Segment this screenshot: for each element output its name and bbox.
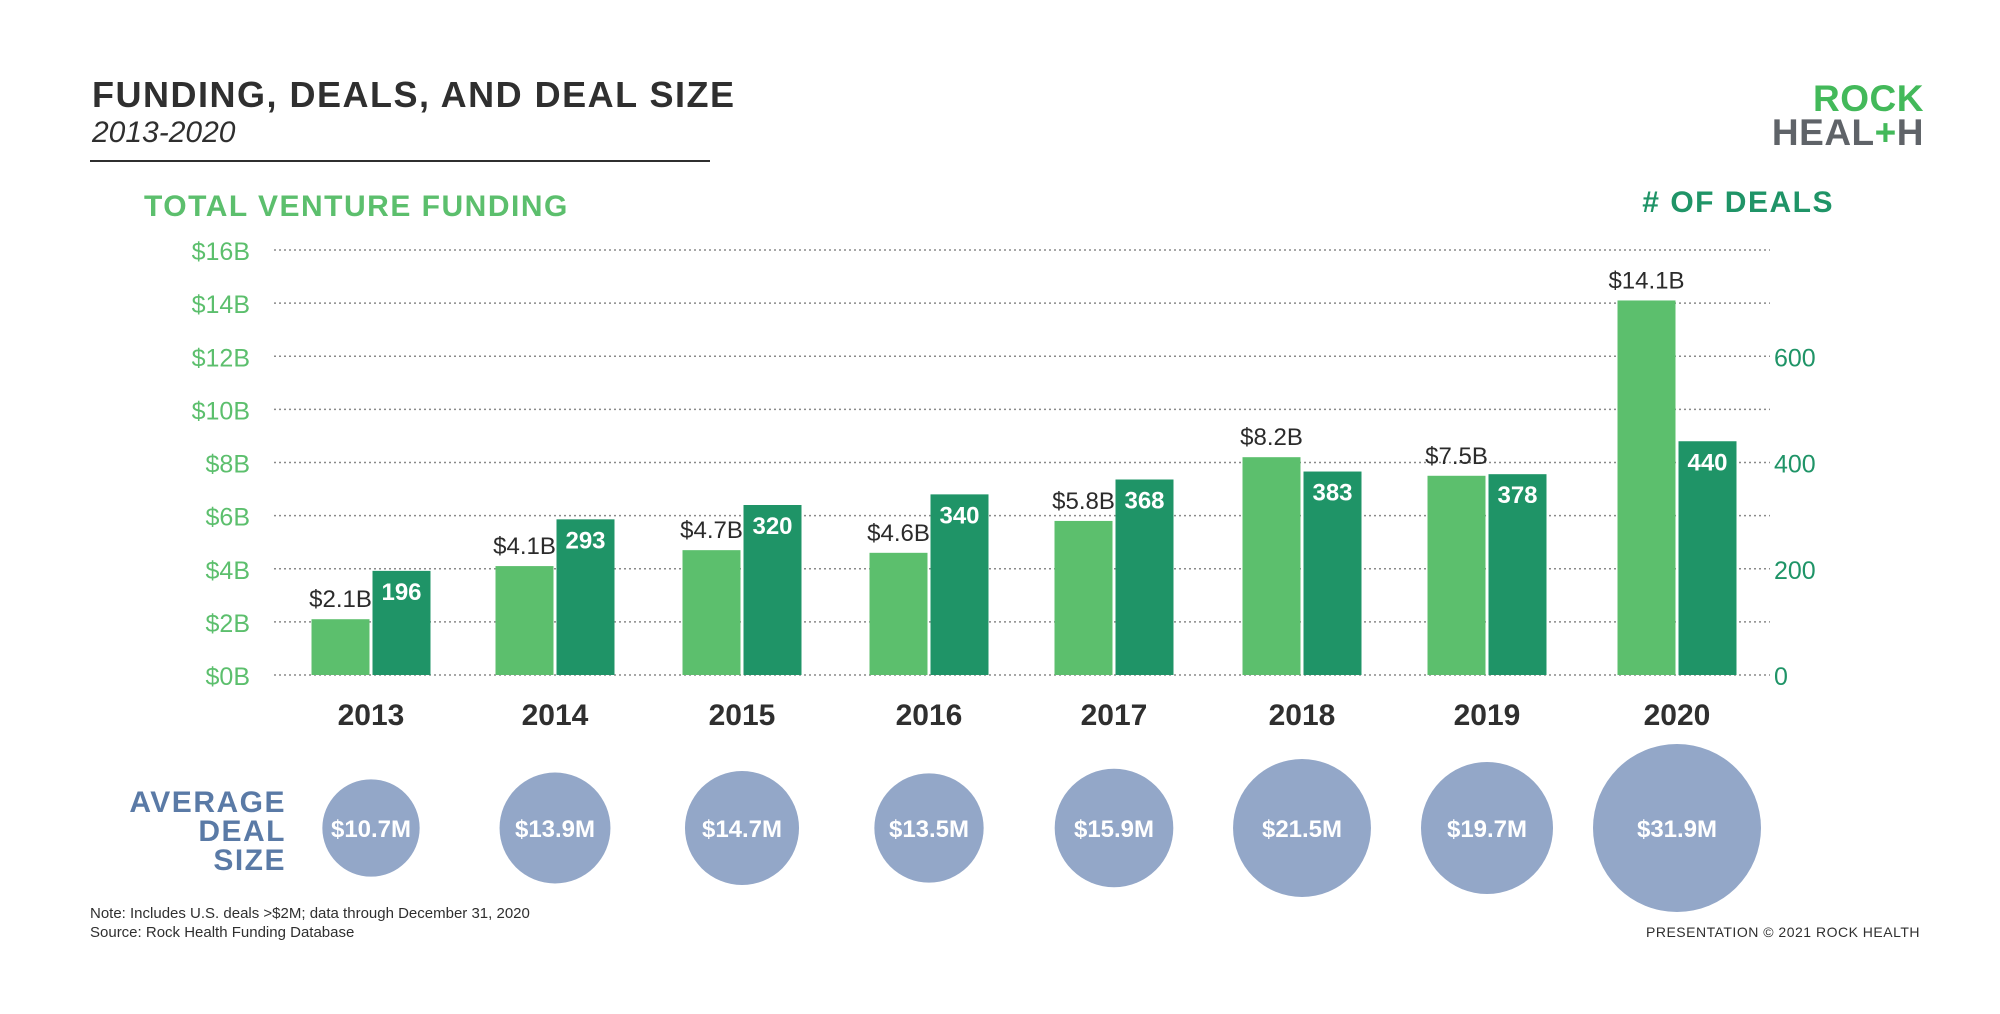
logo-heal: HEAL — [1771, 112, 1875, 153]
funding-value-label: $4.1B — [493, 533, 556, 560]
avg-deal-size-bubble — [1054, 768, 1174, 888]
funding-value-label: $4.6B — [867, 520, 930, 547]
year-label: 2016 — [896, 699, 963, 732]
left-tick-label: $10B — [192, 397, 250, 425]
left-tick-label: $0B — [206, 663, 250, 691]
left-tick-label: $2B — [206, 610, 250, 638]
deals-value-label: 440 — [1687, 449, 1727, 476]
avg-deal-size-label: $14.7M — [702, 816, 782, 843]
year-label: 2020 — [1644, 699, 1711, 732]
avg-deal-size-bubble — [499, 772, 611, 884]
deals-bar — [1488, 474, 1547, 675]
title-divider — [90, 160, 710, 162]
logo-line-health: HEAL+H — [1772, 114, 1924, 151]
footnote-source: Source: Rock Health Funding Database — [90, 924, 355, 941]
deals-bar — [1678, 441, 1737, 675]
funding-value-label: $4.7B — [680, 517, 743, 544]
funding-bar — [495, 566, 554, 675]
funding-bar — [1242, 457, 1301, 675]
funding-bar — [1617, 300, 1676, 675]
deals-axis-title: # OF DEALS — [1642, 186, 1834, 219]
avg-label-line-2: DEAL — [198, 815, 286, 848]
right-tick-label: 600 — [1774, 344, 1816, 372]
avg-deal-size-bubble — [1593, 744, 1761, 912]
right-tick-label: 200 — [1774, 557, 1816, 585]
rock-health-logo: ROCK HEAL+H — [1772, 78, 1924, 151]
funding-bar — [1054, 520, 1113, 675]
funding-bar — [682, 550, 741, 675]
avg-deal-size-bubble — [1233, 759, 1371, 897]
average-deal-size-label: AVERAGE DEAL SIZE — [100, 786, 286, 877]
logo-line-rock: ROCK — [1813, 78, 1924, 119]
deals-value-label: 378 — [1497, 482, 1537, 509]
deals-bar — [930, 494, 989, 675]
year-label: 2014 — [522, 699, 589, 732]
year-label: 2017 — [1081, 699, 1148, 732]
deals-value-label: 368 — [1124, 488, 1164, 515]
funding-bar — [1427, 475, 1486, 675]
avg-label-line-3: SIZE — [213, 844, 286, 877]
deals-value-label: 293 — [565, 527, 605, 554]
deals-bar — [372, 570, 431, 675]
funding-value-label: $7.5B — [1425, 443, 1488, 470]
avg-deal-size-label: $31.9M — [1637, 816, 1717, 843]
avg-deal-size-bubble — [874, 773, 984, 883]
chart-subtitle: 2013-2020 — [92, 116, 236, 149]
deals-value-label: 383 — [1312, 480, 1352, 507]
avg-deal-size-bubble — [684, 770, 800, 886]
funding-bar — [311, 619, 370, 675]
deals-bar — [1115, 479, 1174, 675]
footnote-note: Note: Includes U.S. deals >$2M; data thr… — [90, 905, 530, 922]
right-tick-label: 400 — [1774, 451, 1816, 479]
logo-h: H — [1896, 112, 1924, 153]
avg-deal-size-label: $10.7M — [331, 816, 411, 843]
copyright: PRESENTATION © 2021 ROCK HEALTH — [1646, 924, 1920, 940]
funding-value-label: $14.1B — [1608, 267, 1684, 294]
left-tick-label: $6B — [206, 504, 250, 532]
avg-deal-size-bubble — [1420, 761, 1554, 895]
year-label: 2015 — [709, 699, 776, 732]
logo-plus: + — [1874, 112, 1897, 153]
avg-deal-size-label: $13.9M — [515, 816, 595, 843]
deals-bar — [1303, 471, 1362, 675]
avg-deal-size-label: $19.7M — [1447, 816, 1527, 843]
avg-deal-size-label: $15.9M — [1074, 816, 1154, 843]
right-tick-label: 0 — [1774, 663, 1788, 691]
left-tick-label: $14B — [192, 291, 250, 319]
funding-value-label: $8.2B — [1240, 424, 1303, 451]
avg-deal-size-label: $21.5M — [1262, 816, 1342, 843]
deals-bar — [556, 519, 615, 675]
funding-axis-title: TOTAL VENTURE FUNDING — [144, 190, 569, 223]
left-tick-label: $12B — [192, 344, 250, 372]
year-label: 2019 — [1454, 699, 1521, 732]
left-tick-label: $4B — [206, 557, 250, 585]
funding-value-label: $2.1B — [309, 586, 372, 613]
deals-bar — [743, 505, 802, 675]
deals-value-label: 196 — [381, 579, 421, 606]
avg-deal-size-label: $13.5M — [889, 816, 969, 843]
chart-title: FUNDING, DEALS, AND DEAL SIZE — [92, 74, 736, 115]
deals-value-label: 340 — [939, 502, 979, 529]
deals-value-label: 320 — [752, 513, 792, 540]
avg-deal-size-bubble — [322, 779, 420, 877]
year-label: 2018 — [1269, 699, 1336, 732]
avg-label-line-1: AVERAGE — [129, 786, 286, 819]
footnote: Note: Includes U.S. deals >$2M; data thr… — [90, 904, 530, 942]
funding-bar — [869, 552, 928, 675]
left-tick-label: $8B — [206, 451, 250, 479]
funding-value-label: $5.8B — [1052, 488, 1115, 515]
year-label: 2013 — [338, 699, 405, 732]
left-tick-label: $16B — [192, 238, 250, 266]
